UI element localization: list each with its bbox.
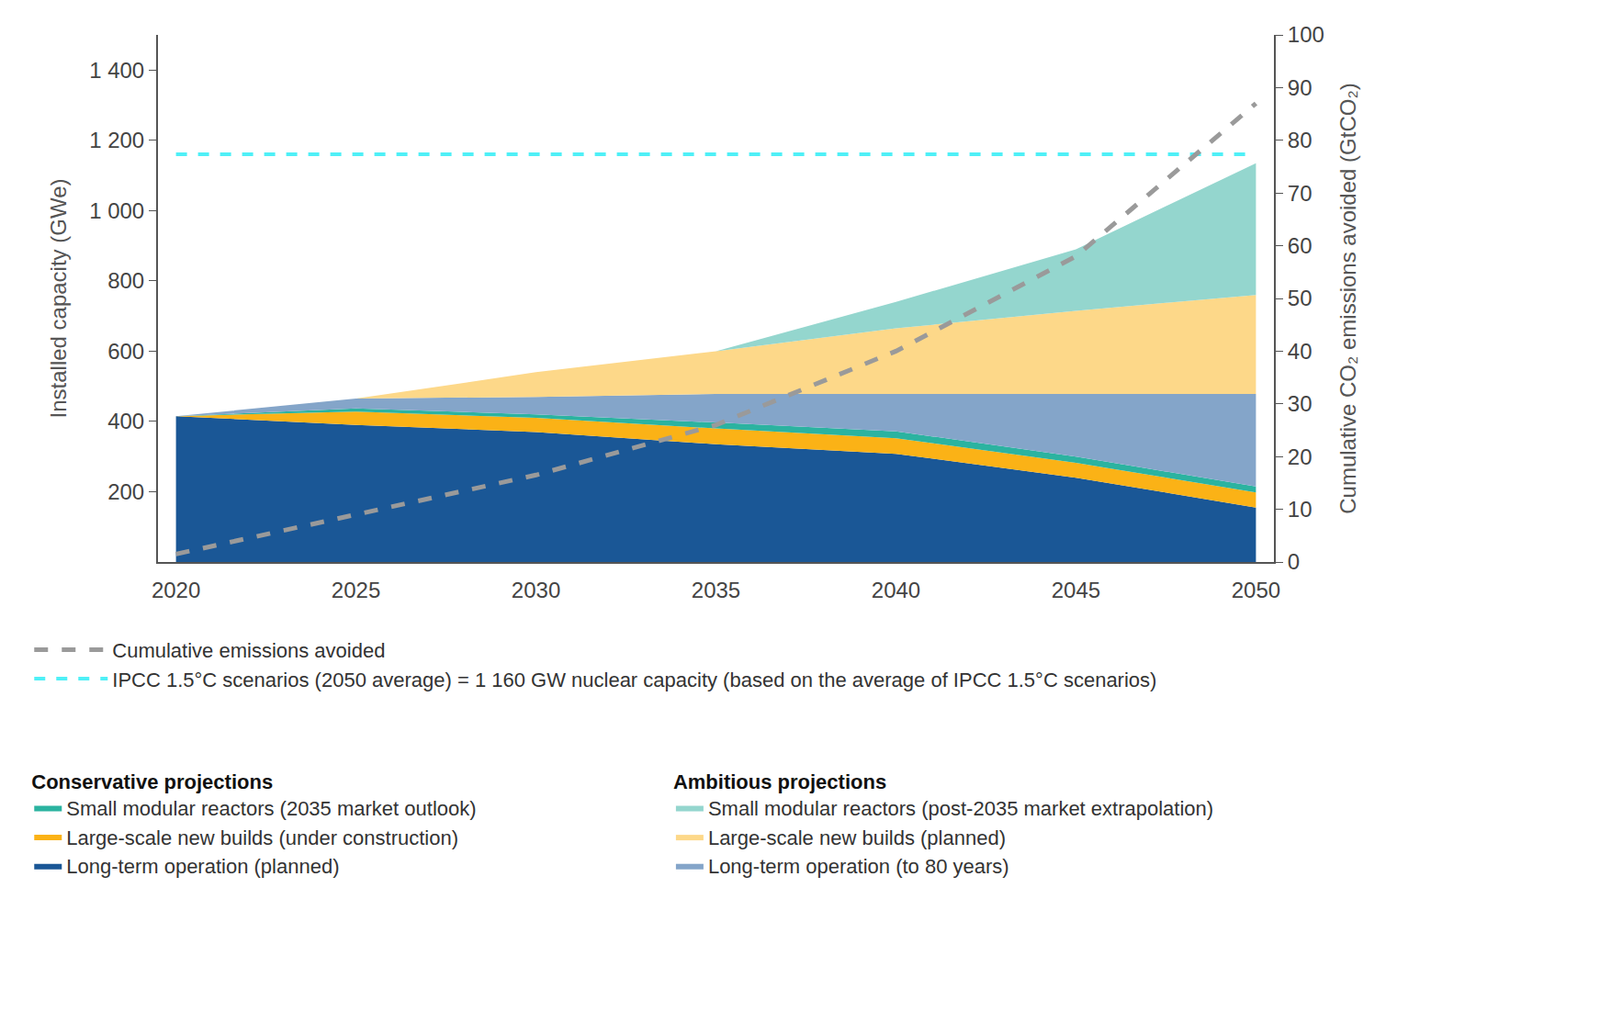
svg-text:40: 40	[1287, 338, 1313, 364]
svg-text:Small modular reactors (2035 m: Small modular reactors (2035 market outl…	[66, 797, 476, 821]
svg-text:200: 200	[107, 479, 145, 505]
svg-text:0: 0	[1287, 549, 1300, 575]
svg-text:800: 800	[107, 268, 145, 293]
svg-text:400: 400	[107, 408, 145, 434]
svg-text:Long-term operation (planned): Long-term operation (planned)	[66, 855, 339, 879]
svg-text:Large-scale new builds (under: Large-scale new builds (under constructi…	[66, 826, 459, 850]
svg-text:10: 10	[1287, 496, 1313, 522]
svg-text:Large-scale new builds (planne: Large-scale new builds (planned)	[708, 826, 1006, 850]
svg-text:2040: 2040	[871, 577, 921, 603]
svg-text:IPCC 1.5°C scenarios (2050 ave: IPCC 1.5°C scenarios (2050 average) = 1 …	[112, 668, 1157, 692]
svg-text:2045: 2045	[1051, 577, 1101, 603]
svg-text:Cumulative emissions avoided: Cumulative emissions avoided	[112, 639, 385, 663]
svg-text:Long-term operation (to 80 yea: Long-term operation (to 80 years)	[708, 855, 1010, 879]
svg-text:Small modular reactors (post-2: Small modular reactors (post-2035 market…	[708, 797, 1214, 821]
svg-text:Cumulative CO₂ emissions avoid: Cumulative CO₂ emissions avoided (GtCO₂)	[1335, 82, 1361, 514]
svg-text:2025: 2025	[331, 577, 381, 603]
svg-text:Installed capacity (GWe): Installed capacity (GWe)	[45, 179, 71, 419]
svg-text:600: 600	[107, 338, 145, 364]
svg-text:2050: 2050	[1231, 577, 1281, 603]
svg-text:70: 70	[1287, 180, 1313, 206]
svg-text:1 000: 1 000	[89, 198, 145, 224]
svg-text:Ambitious projections: Ambitious projections	[673, 770, 887, 794]
svg-text:80: 80	[1287, 127, 1313, 153]
svg-text:Conservative projections: Conservative projections	[31, 770, 273, 794]
svg-text:90: 90	[1287, 75, 1313, 101]
svg-text:30: 30	[1287, 391, 1313, 417]
svg-text:50: 50	[1287, 285, 1313, 311]
svg-text:1 400: 1 400	[89, 57, 145, 83]
svg-text:100: 100	[1287, 22, 1325, 47]
svg-text:60: 60	[1287, 233, 1313, 259]
svg-text:2030: 2030	[511, 577, 561, 603]
svg-text:20: 20	[1287, 444, 1313, 470]
svg-text:1 200: 1 200	[89, 127, 145, 153]
svg-text:2020: 2020	[151, 577, 201, 603]
svg-text:2035: 2035	[691, 577, 741, 603]
